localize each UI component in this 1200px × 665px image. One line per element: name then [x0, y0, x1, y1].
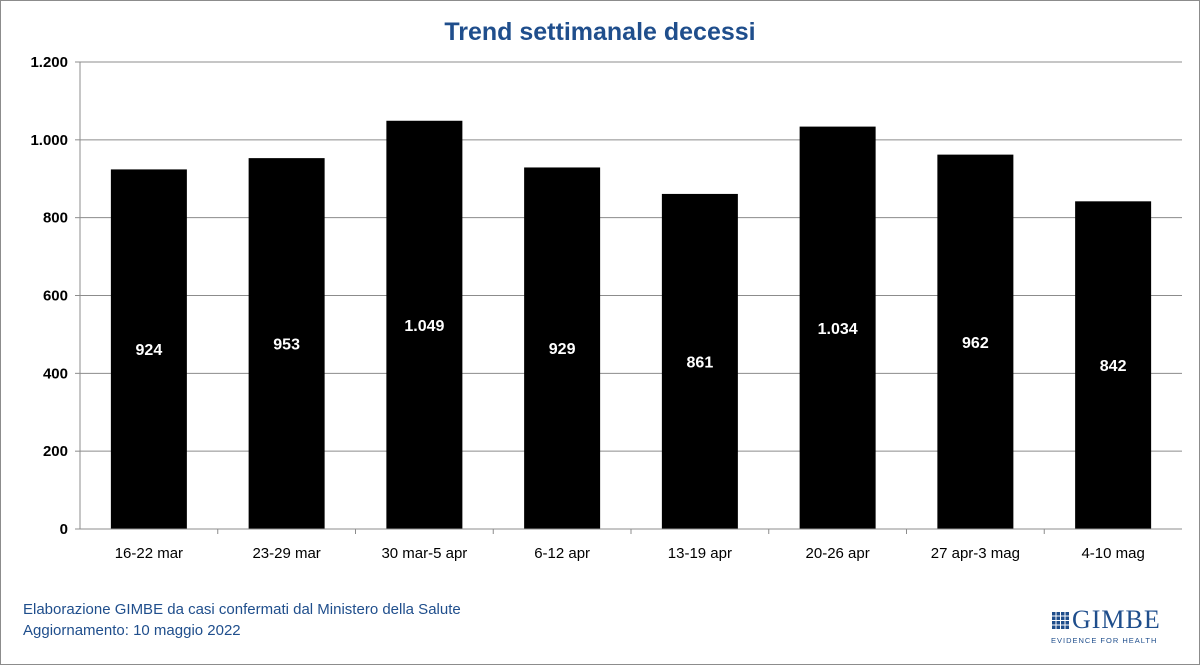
y-tick-label: 600	[43, 288, 68, 305]
x-tick-label: 27 apr-3 mag	[931, 545, 1020, 562]
logo-tagline: EVIDENCE FOR HEALTH	[1051, 636, 1158, 645]
bar-value-label: 1.049	[404, 318, 444, 335]
gimbe-logo: GIMBE EVIDENCE FOR HEALTH	[1051, 607, 1191, 651]
bar	[799, 126, 876, 529]
x-tick-label: 16-22 mar	[115, 545, 183, 562]
y-tick-label: 1.000	[30, 132, 68, 149]
bar-value-label: 842	[1100, 358, 1127, 375]
bars	[110, 120, 1152, 530]
footer-source: Elaborazione GIMBE da casi confermati da…	[23, 601, 461, 618]
data-labels: 924 953 1.049 929 861 1.034 962 842	[136, 318, 1127, 375]
bar-value-label: 962	[962, 335, 989, 352]
x-tick-label: 20-26 apr	[806, 545, 870, 562]
bar	[1075, 201, 1152, 530]
bar-value-label: 1.034	[818, 321, 858, 338]
bar-value-label: 929	[549, 341, 576, 358]
gridlines	[75, 61, 1182, 534]
gimbe-logo-mark-icon	[1051, 611, 1069, 629]
y-tick-label: 200	[43, 443, 68, 460]
bar-value-label: 953	[273, 337, 300, 354]
bar	[524, 167, 601, 529]
footer-update-date: Aggiornamento: 10 maggio 2022	[23, 622, 241, 639]
x-tick-label: 6-12 apr	[534, 545, 590, 562]
x-axis-tick-labels: 16-22 mar 23-29 mar 30 mar-5 apr 6-12 apr 13…	[115, 545, 1145, 562]
bar-value-label: 924	[136, 342, 163, 359]
bar-value-label: 861	[687, 354, 714, 371]
y-tick-label: 1.200	[30, 54, 68, 71]
chart-footer: Elaborazione GIMBE da casi confermati da…	[23, 599, 461, 641]
y-tick-label: 400	[43, 365, 68, 382]
x-tick-label: 4-10 mag	[1081, 545, 1144, 562]
y-tick-label: 0	[60, 521, 68, 538]
y-axis-tick-labels: 0 200 400 600 800 1.000 1.200	[30, 54, 68, 538]
logo-wordmark: GIMBE	[1072, 605, 1161, 634]
bar	[937, 154, 1014, 529]
chart-title: Trend settimanale decessi	[444, 18, 755, 46]
bar	[661, 193, 738, 530]
bar	[386, 120, 463, 530]
x-tick-label: 30 mar-5 apr	[381, 545, 467, 562]
x-tick-label: 13-19 apr	[668, 545, 732, 562]
x-tick-label: 23-29 mar	[252, 545, 320, 562]
y-tick-label: 800	[43, 210, 68, 227]
bar	[110, 169, 187, 529]
bar	[248, 158, 325, 530]
